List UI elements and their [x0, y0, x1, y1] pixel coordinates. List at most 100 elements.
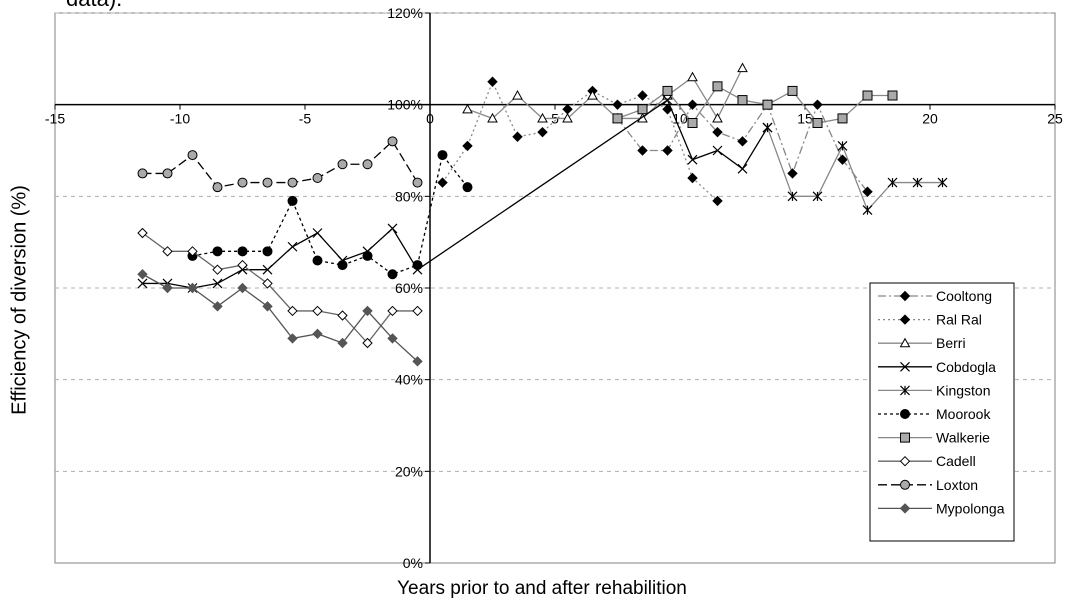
point-ral-ral	[437, 177, 448, 188]
point-berri	[462, 103, 473, 114]
y-tick-label: 60%	[395, 280, 423, 296]
point-mypolonga	[237, 282, 248, 294]
point-cadell	[262, 278, 273, 289]
point-ral-ral	[612, 99, 623, 110]
legend-label-mypolonga: Mypolonga	[936, 500, 1005, 516]
point-walkerie	[762, 99, 773, 110]
point-berri	[712, 112, 723, 123]
point-kingston	[762, 122, 773, 133]
point-loxton	[337, 159, 348, 170]
point-moorook	[262, 246, 273, 257]
point-mypolonga	[187, 282, 198, 294]
series-line-ral-ral	[441, 80, 718, 202]
point-moorook	[337, 260, 348, 271]
point-kingston	[862, 205, 873, 216]
point-ral-ral	[487, 76, 498, 87]
y-tick-label: 100%	[387, 97, 423, 113]
point-cadell	[237, 259, 248, 271]
point-mypolonga	[262, 301, 273, 312]
point-mypolonga	[412, 356, 423, 367]
y-tick-label: 0%	[403, 555, 423, 571]
legend-label-ral-ral: Ral Ral	[936, 312, 982, 328]
point-cooltong	[787, 168, 798, 179]
point-loxton	[212, 182, 223, 193]
point-mypolonga	[337, 337, 348, 349]
legend-marker-moorook	[900, 409, 910, 419]
point-walkerie	[837, 113, 848, 124]
point-loxton	[137, 168, 148, 179]
x-tick-label: 20	[922, 111, 938, 127]
point-walkerie	[787, 85, 798, 96]
point-mypolonga	[362, 305, 373, 317]
point-cadell	[312, 305, 323, 317]
legend-label-moorook: Moorook	[936, 406, 991, 422]
series-line-moorook	[192, 153, 469, 275]
x-tick-label: 10	[672, 111, 688, 127]
point-cobdogla	[262, 264, 273, 275]
legend-box	[869, 282, 1015, 542]
point-moorook	[237, 246, 248, 257]
point-loxton	[387, 136, 398, 147]
legend-label-walkerie: Walkerie	[936, 430, 990, 446]
x-tick-label: -15	[45, 111, 65, 127]
point-berri	[562, 112, 573, 123]
point-cobdogla	[212, 278, 223, 289]
point-cadell	[137, 227, 148, 239]
point-moorook	[362, 250, 373, 261]
legend-marker-walkerie	[900, 432, 910, 443]
point-walkerie	[637, 104, 648, 115]
point-moorook	[287, 195, 298, 206]
point-cobdogla	[137, 278, 148, 289]
point-cadell	[387, 305, 398, 317]
legend-marker-cooltong	[899, 290, 911, 302]
legend-marker-kingston	[900, 385, 910, 396]
point-mypolonga	[287, 333, 298, 344]
point-loxton	[312, 173, 323, 183]
y-tick-label: 120%	[387, 5, 423, 21]
point-walkerie	[712, 81, 723, 92]
point-cobdogla	[712, 145, 723, 156]
point-cooltong	[662, 145, 673, 156]
point-ral-ral	[637, 90, 648, 101]
point-loxton	[162, 168, 173, 179]
point-walkerie	[887, 90, 898, 101]
point-cooltong	[687, 99, 698, 110]
point-berri	[737, 62, 748, 73]
series-line-loxton	[142, 140, 419, 188]
point-moorook	[437, 150, 448, 161]
legend-marker-mypolonga	[899, 503, 911, 514]
point-kingston	[912, 177, 923, 188]
point-ral-ral	[512, 131, 523, 142]
point-cobdogla	[662, 95, 673, 106]
point-mypolonga	[312, 328, 323, 340]
point-cooltong	[712, 126, 723, 138]
legend-label-berri: Berri	[936, 335, 966, 351]
point-cobdogla	[312, 228, 323, 238]
series-line-kingston	[766, 127, 943, 212]
point-moorook	[312, 255, 323, 266]
point-loxton	[412, 177, 423, 188]
legend-label-cobdogla: Cobdogla	[936, 359, 996, 375]
point-ral-ral	[537, 126, 548, 138]
x-tick-label: -5	[299, 111, 312, 127]
legend-label-cadell: Cadell	[936, 453, 976, 469]
point-moorook	[212, 246, 223, 257]
point-cadell	[412, 305, 423, 317]
point-berri	[687, 71, 698, 82]
point-loxton	[262, 177, 273, 188]
point-cadell	[212, 264, 223, 275]
point-cooltong	[637, 145, 648, 156]
point-walkerie	[612, 113, 623, 124]
point-kingston	[837, 140, 848, 151]
point-loxton	[237, 177, 248, 188]
point-mypolonga	[162, 282, 173, 294]
point-moorook	[462, 182, 473, 193]
point-walkerie	[662, 85, 673, 96]
point-mypolonga	[137, 269, 148, 280]
y-axis-label: Efficiency of diversion (%)	[8, 185, 31, 415]
point-cadell	[287, 305, 298, 317]
point-cobdogla	[737, 163, 748, 174]
legend-marker-ral-ral	[899, 314, 911, 325]
point-cobdogla	[687, 154, 698, 165]
y-tick-label: 20%	[395, 463, 423, 479]
